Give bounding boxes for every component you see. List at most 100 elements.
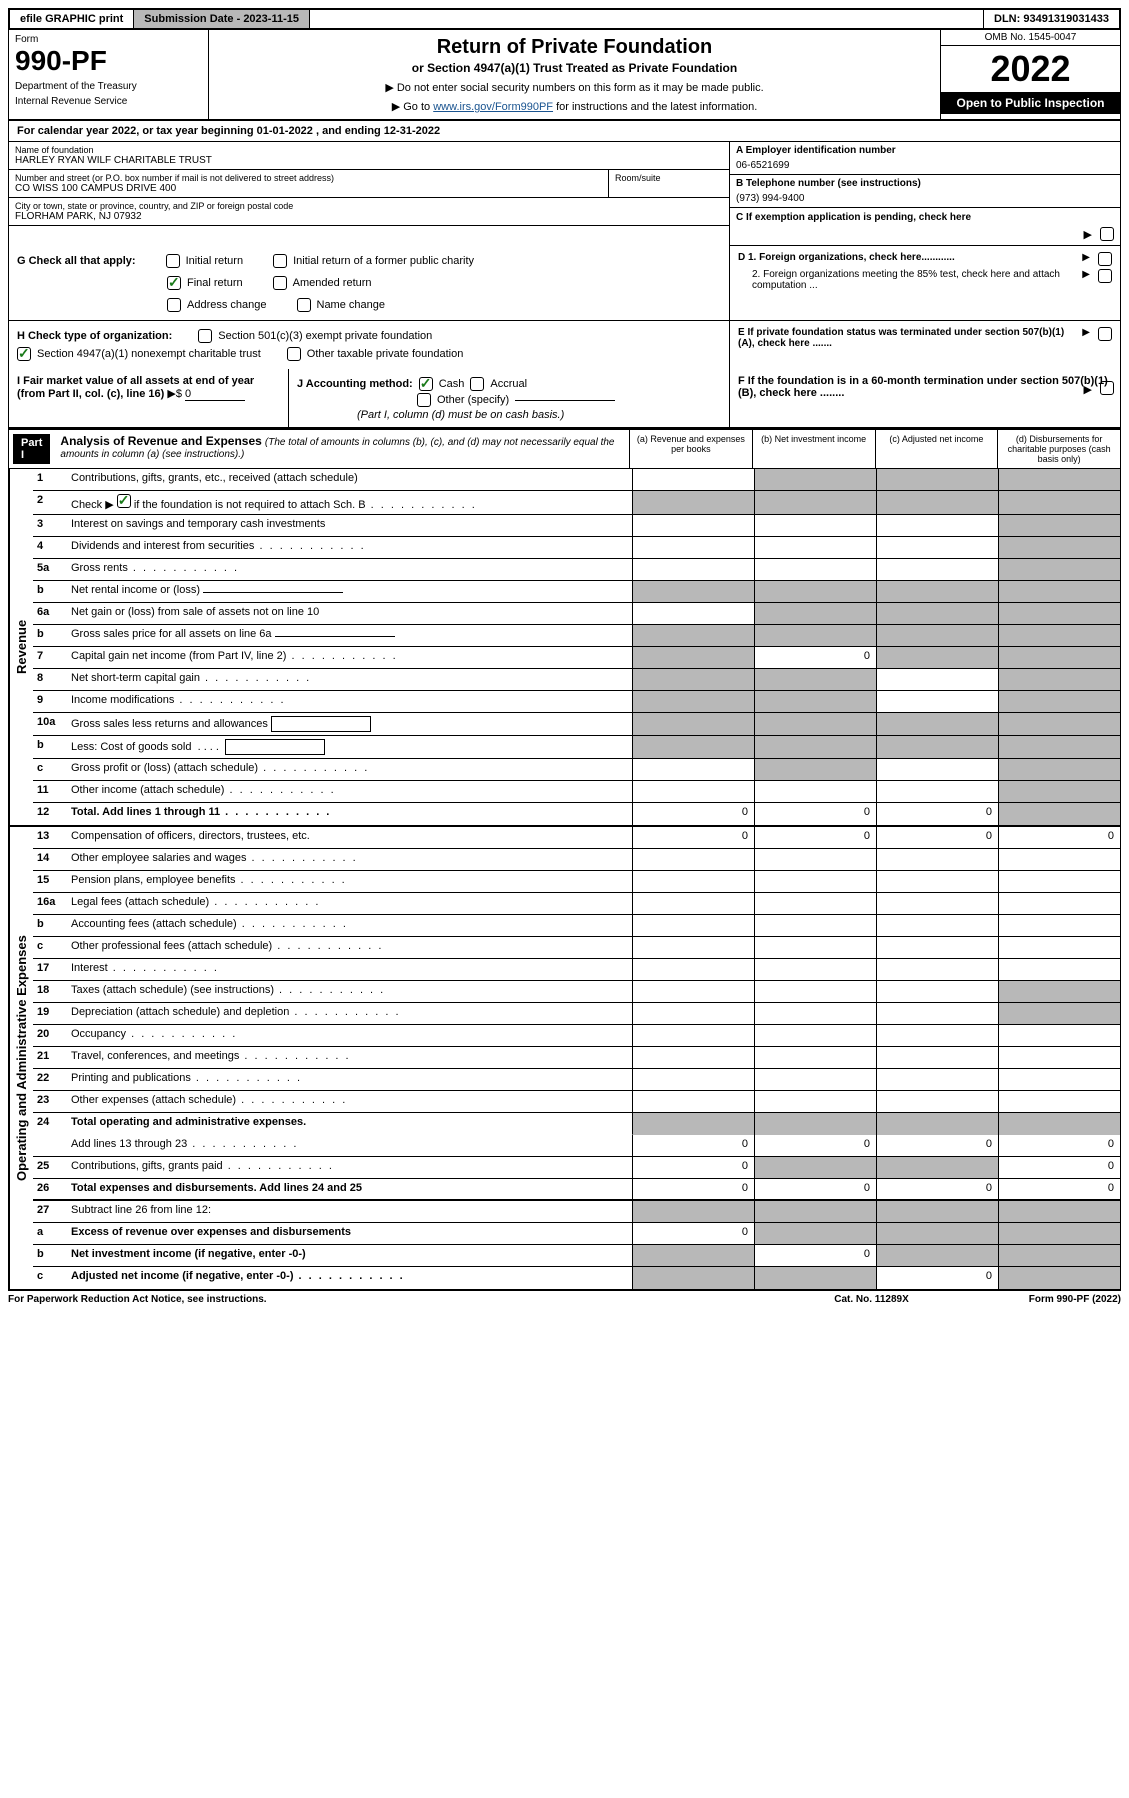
calendar-year-row: For calendar year 2022, or tax year begi…: [8, 121, 1121, 142]
line-27b-desc: Net investment income (if negative, ente…: [67, 1245, 632, 1266]
line-16b-desc: Accounting fees (attach schedule): [67, 915, 632, 936]
name-label: Name of foundation: [15, 145, 723, 155]
header-center: Return of Private Foundation or Section …: [209, 30, 940, 119]
line-6a-desc: Net gain or (loss) from sale of assets n…: [67, 603, 632, 624]
g-label: G Check all that apply:: [17, 255, 136, 267]
cash-checkbox[interactable]: [419, 377, 433, 391]
s4947-checkbox[interactable]: [17, 347, 31, 361]
l25-d: 0: [998, 1157, 1120, 1178]
goto-post: for instructions and the latest informat…: [553, 101, 757, 113]
efile-label: efile GRAPHIC print: [10, 10, 134, 28]
final-return-checkbox[interactable]: [167, 276, 181, 290]
initial-former-checkbox[interactable]: [273, 254, 287, 268]
l7-b: 0: [754, 647, 876, 668]
line-19-desc: Depreciation (attach schedule) and deple…: [67, 1003, 632, 1024]
line-13-desc: Compensation of officers, directors, tru…: [67, 827, 632, 848]
line-21-desc: Travel, conferences, and meetings: [67, 1047, 632, 1068]
addr-label: Number and street (or P.O. box number if…: [15, 173, 602, 183]
s501-checkbox[interactable]: [198, 329, 212, 343]
l2-post: if the foundation is not required to att…: [134, 499, 366, 511]
l12-c: 0: [876, 803, 998, 825]
phone-field: B Telephone number (see instructions) (9…: [730, 175, 1120, 208]
l13-a: 0: [632, 827, 754, 848]
form-number: 990-PF: [15, 45, 202, 77]
address-change-label: Address change: [187, 299, 267, 311]
l6b-input[interactable]: [275, 636, 395, 637]
line-12-desc: Total. Add lines 1 through 11: [67, 803, 632, 825]
ein-label: A Employer identification number: [736, 145, 1114, 156]
section-f: F If the foundation is in a 60-month ter…: [730, 369, 1120, 427]
l27b-b: 0: [754, 1245, 876, 1266]
initial-return-checkbox[interactable]: [166, 254, 180, 268]
j-label: J Accounting method:: [297, 378, 413, 390]
line-4-desc: Dividends and interest from securities: [67, 537, 632, 558]
e-checkbox[interactable]: [1098, 327, 1112, 341]
ein-field: A Employer identification number 06-6521…: [730, 142, 1120, 175]
section-h: H Check type of organization: Section 50…: [9, 321, 730, 369]
schb-checkbox[interactable]: [117, 494, 131, 508]
ein-value: 06-6521699: [736, 160, 1114, 171]
amended-return-label: Amended return: [293, 277, 372, 289]
f-checkbox[interactable]: [1100, 381, 1114, 395]
l25-a: 0: [632, 1157, 754, 1178]
accrual-label: Accrual: [490, 378, 527, 390]
entity-block: Name of foundation HARLEY RYAN WILF CHAR…: [8, 142, 1121, 246]
l10b-text: Less: Cost of goods sold: [71, 741, 191, 753]
other-taxable-checkbox[interactable]: [287, 347, 301, 361]
l5b-text: Net rental income or (loss): [71, 584, 200, 596]
part1-badge: Part I: [13, 434, 50, 464]
c-checkbox[interactable]: [1100, 227, 1114, 241]
arrow-icon: ▶: [1084, 383, 1092, 396]
l24-b: 0: [754, 1135, 876, 1156]
initial-return-label: Initial return: [186, 255, 243, 267]
d2-row: 2. Foreign organizations meeting the 85%…: [738, 269, 1112, 291]
other-specify-field[interactable]: [515, 400, 615, 401]
form-label: Form: [15, 34, 202, 45]
irs-link[interactable]: www.irs.gov/Form990PF: [433, 101, 553, 113]
arrow-icon: ▶: [1084, 228, 1092, 241]
address-change-checkbox[interactable]: [167, 298, 181, 312]
phone-label: B Telephone number (see instructions): [736, 178, 1114, 189]
h-label: H Check type of organization:: [17, 330, 172, 342]
expenses-body: 13Compensation of officers, directors, t…: [33, 827, 1120, 1289]
entity-left: Name of foundation HARLEY RYAN WILF CHAR…: [9, 142, 730, 246]
l2-pre: Check ▶: [71, 499, 114, 511]
line-25-desc: Contributions, gifts, grants paid: [67, 1157, 632, 1178]
other-method-checkbox[interactable]: [417, 393, 431, 407]
line-18-desc: Taxes (attach schedule) (see instruction…: [67, 981, 632, 1002]
goto-pre: ▶ Go to: [392, 101, 433, 113]
open-public-badge: Open to Public Inspection: [941, 92, 1120, 114]
l26-d: 0: [998, 1179, 1120, 1199]
l5b-input[interactable]: [203, 592, 343, 593]
part1-title-cell: Part I Analysis of Revenue and Expenses …: [9, 430, 629, 468]
l26-c: 0: [876, 1179, 998, 1199]
top-bar: efile GRAPHIC print Submission Date - 20…: [8, 8, 1121, 30]
line-23-desc: Other expenses (attach schedule): [67, 1091, 632, 1112]
header-left: Form 990-PF Department of the Treasury I…: [9, 30, 209, 119]
header-right: OMB No. 1545-0047 2022 Open to Public In…: [940, 30, 1120, 119]
line-15-desc: Pension plans, employee benefits: [67, 871, 632, 892]
l24-d: 0: [998, 1135, 1120, 1156]
l27a-a: 0: [632, 1223, 754, 1244]
line-10b-desc: Less: Cost of goods sold . . . .: [67, 736, 632, 758]
d1-checkbox[interactable]: [1098, 252, 1112, 266]
d2-checkbox[interactable]: [1098, 269, 1112, 283]
form-title: Return of Private Foundation: [215, 36, 934, 59]
line-6b-desc: Gross sales price for all assets on line…: [67, 625, 632, 646]
city-value: FLORHAM PARK, NJ 07932: [15, 211, 723, 222]
l27c-c: 0: [876, 1267, 998, 1289]
arrow-icon: ▶: [1082, 252, 1090, 263]
accrual-checkbox[interactable]: [470, 377, 484, 391]
name-change-checkbox[interactable]: [297, 298, 311, 312]
line-5b-desc: Net rental income or (loss): [67, 581, 632, 602]
c-label: C If exemption application is pending, c…: [736, 212, 971, 223]
omb-number: OMB No. 1545-0047: [941, 30, 1120, 46]
line-27c-desc: Adjusted net income (if negative, enter …: [67, 1267, 632, 1289]
l26-b: 0: [754, 1179, 876, 1199]
l10a-input[interactable]: [271, 716, 371, 732]
instruct-goto: ▶ Go to www.irs.gov/Form990PF for instru…: [215, 100, 934, 113]
room-suite-field: Room/suite: [609, 170, 729, 197]
l10b-input[interactable]: [225, 739, 325, 755]
form-header: Form 990-PF Department of the Treasury I…: [8, 30, 1121, 121]
amended-return-checkbox[interactable]: [273, 276, 287, 290]
